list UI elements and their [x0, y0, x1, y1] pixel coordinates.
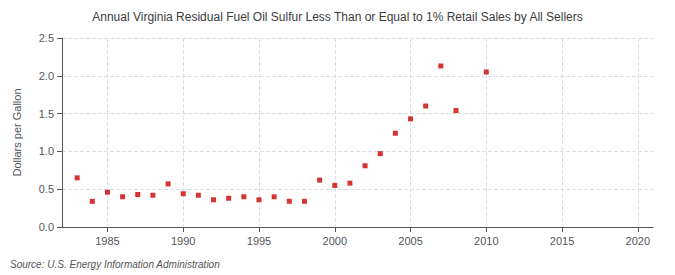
svg-text:1985: 1985: [95, 235, 119, 247]
svg-text:Source: U.S. Energy Informatio: Source: U.S. Energy Information Administ…: [10, 259, 220, 270]
svg-text:2015: 2015: [550, 235, 574, 247]
svg-text:2010: 2010: [474, 235, 498, 247]
svg-text:1.5: 1.5: [39, 108, 54, 120]
svg-text:2.5: 2.5: [39, 32, 54, 44]
svg-text:2005: 2005: [398, 235, 422, 247]
svg-text:2020: 2020: [626, 235, 650, 247]
svg-text:2.0: 2.0: [39, 70, 54, 82]
svg-text:1995: 1995: [247, 235, 271, 247]
svg-text:0.5: 0.5: [39, 183, 54, 195]
svg-text:Annual Virginia Residual Fuel: Annual Virginia Residual Fuel Oil Sulfur…: [92, 10, 582, 24]
svg-text:0.0: 0.0: [39, 221, 54, 233]
svg-text:2000: 2000: [323, 235, 347, 247]
svg-text:Dollars per Gallon: Dollars per Gallon: [11, 88, 23, 176]
svg-text:1990: 1990: [171, 235, 195, 247]
svg-text:1.0: 1.0: [39, 145, 54, 157]
